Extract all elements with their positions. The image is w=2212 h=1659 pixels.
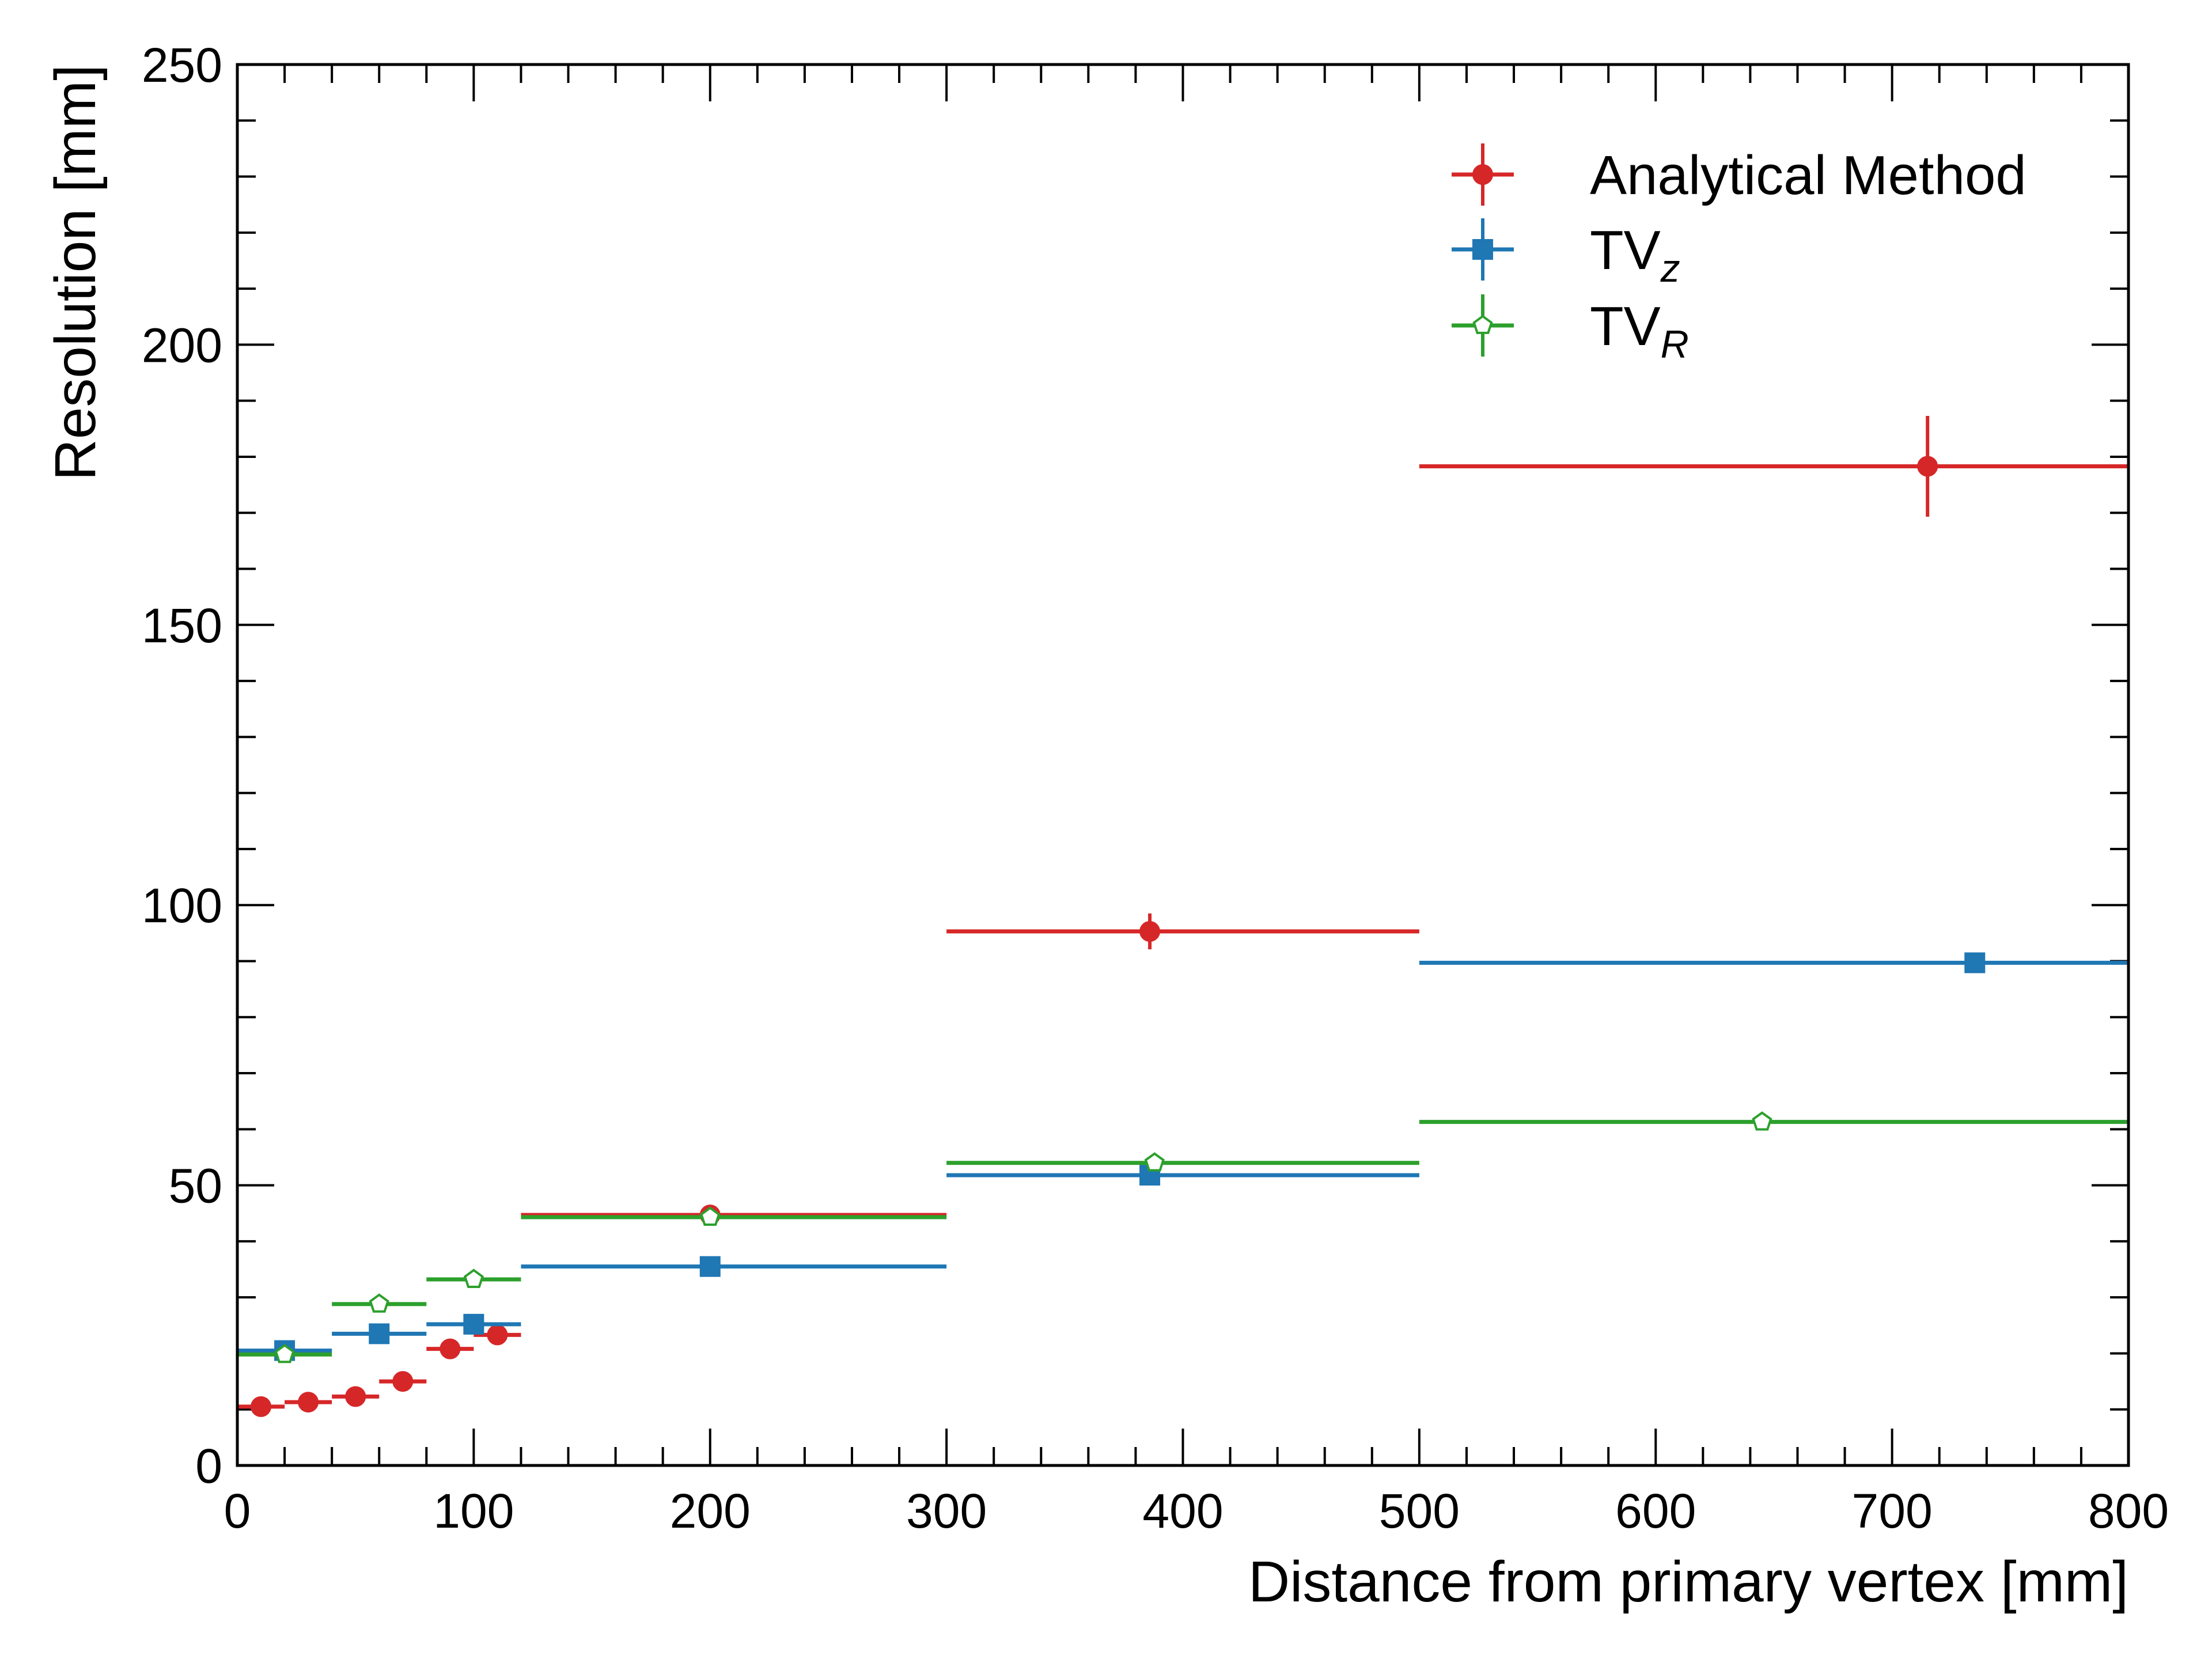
y-tick-label: 0: [195, 1439, 222, 1493]
x-tick-label: 200: [670, 1484, 751, 1538]
data-point: [251, 1396, 272, 1417]
minor-ticks: [237, 65, 2128, 1465]
data-point: [487, 1324, 508, 1346]
data-point: [392, 1371, 414, 1392]
x-tick-labels: 0 100 200 300 400 500 600 700 800: [224, 1484, 2169, 1538]
legend-marker: [1472, 239, 1493, 260]
series-3: [237, 1111, 2128, 1363]
legend-marker: [1472, 315, 1493, 334]
x-tick-label: 500: [1379, 1484, 1460, 1538]
y-tick-label: 250: [142, 38, 222, 92]
x-tick-label: 100: [433, 1484, 514, 1538]
series-layer: [237, 415, 2128, 1417]
x-tick-label: 300: [906, 1484, 987, 1538]
legend-label: Analytical Method: [1590, 145, 2027, 206]
plot-frame: [236, 63, 2130, 1467]
legend-label: TVR: [1590, 296, 1689, 366]
data-point: [369, 1323, 390, 1344]
x-tick-label: 700: [1852, 1484, 1933, 1538]
legend-label: TVz: [1590, 219, 1680, 290]
x-tick-label: 600: [1615, 1484, 1696, 1538]
data-point: [463, 1313, 484, 1335]
legend-item: Analytical Method: [1452, 143, 2027, 206]
x-tick-label: 400: [1142, 1484, 1223, 1538]
data-point: [1752, 1111, 1772, 1131]
data-point: [1964, 952, 1986, 974]
legend-item: TVz: [1452, 218, 1680, 290]
data-point: [369, 1293, 389, 1313]
y-tick-label: 200: [142, 318, 222, 372]
data-point: [700, 1206, 721, 1226]
data-point: [463, 1268, 484, 1288]
x-tick-label: 800: [2088, 1484, 2169, 1538]
y-axis-title: Resolution [mm]: [43, 65, 108, 480]
data-point: [298, 1392, 319, 1413]
y-tick-label: 50: [169, 1159, 222, 1213]
y-tick-label: 100: [142, 878, 222, 933]
data-point: [345, 1386, 366, 1407]
data-point: [274, 1343, 295, 1363]
data-point: [1144, 1152, 1165, 1172]
data-point: [440, 1338, 461, 1359]
legend-marker: [1472, 164, 1493, 185]
y-tick-labels: 0 50 100 150 200 250: [142, 38, 222, 1493]
x-axis-title: Distance from primary vertex [mm]: [1248, 1550, 2128, 1614]
y-tick-label: 150: [142, 599, 222, 653]
data-point: [1139, 921, 1161, 942]
data-point: [699, 1256, 721, 1277]
data-point: [1917, 456, 1938, 477]
x-tick-label: 0: [224, 1484, 251, 1538]
series-1: [237, 415, 2128, 1417]
legend-item: TVR: [1452, 294, 1689, 366]
